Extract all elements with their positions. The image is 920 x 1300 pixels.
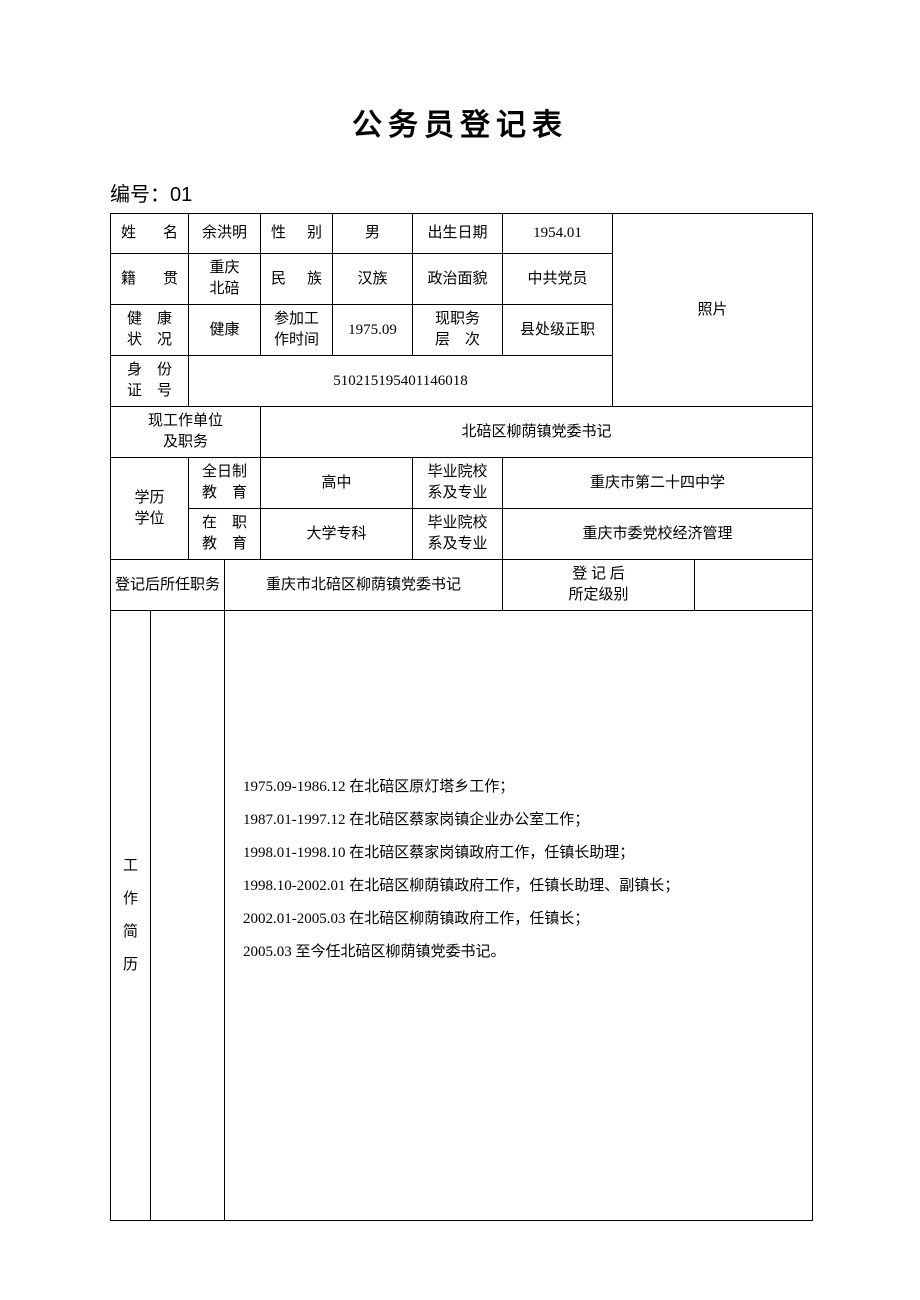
value-fulltime-school: 重庆市第二十四中学	[503, 458, 813, 509]
value-gender: 男	[333, 214, 413, 254]
label-fulltime: 全日制教 育	[189, 458, 261, 509]
serial-line: 编号：01	[110, 178, 810, 207]
value-name: 余洪明	[189, 214, 261, 254]
value-ethnic: 汉族	[333, 254, 413, 305]
label-work-start: 参加工作时间	[261, 305, 333, 356]
value-position-level: 县处级正职	[503, 305, 613, 356]
registration-table: 姓 名 余洪明 性 别 男 出生日期 1954.01 照片 籍 贯 重庆北碚 民…	[110, 213, 813, 1221]
label-ethnic: 民 族	[261, 254, 333, 305]
label-origin: 籍 贯	[111, 254, 189, 305]
value-onjob-edu: 大学专科	[261, 509, 413, 560]
value-dob: 1954.01	[503, 214, 613, 254]
serial-prefix: 编号：	[110, 184, 170, 206]
value-post-reg-position: 重庆市北碚区柳荫镇党委书记	[225, 560, 503, 611]
value-political: 中共党员	[503, 254, 613, 305]
label-education: 学历学位	[111, 458, 189, 560]
label-post-reg-position: 登记后所任职务	[111, 560, 225, 611]
label-health: 健 康状 况	[111, 305, 189, 356]
label-political: 政治面貌	[413, 254, 503, 305]
page-container: 公务员登记表 编号：01 姓 名 余洪明 性 别 男 出生日期 1954.01 …	[0, 0, 920, 1261]
form-title: 公务员登记表	[110, 100, 810, 144]
label-dob: 出生日期	[413, 214, 503, 254]
value-fulltime-edu: 高中	[261, 458, 413, 509]
serial-number: 01	[170, 184, 192, 206]
resume-content: 1975.09-1986.12 在北碚区原灯塔乡工作；1987.01-1997.…	[225, 611, 813, 1221]
value-onjob-school: 重庆市委党校经济管理	[503, 509, 813, 560]
label-workplace: 现工作单位及职务	[111, 407, 261, 458]
label-resume: 工作简历	[111, 611, 151, 1221]
label-gender: 性 别	[261, 214, 333, 254]
resume-spacer	[151, 611, 225, 1221]
label-onjob: 在 职教 育	[189, 509, 261, 560]
value-post-reg-grade	[695, 560, 813, 611]
value-origin: 重庆北碚	[189, 254, 261, 305]
label-post-reg-grade: 登 记 后所定级别	[503, 560, 695, 611]
value-id-no: 510215195401146018	[189, 356, 613, 407]
label-name: 姓 名	[111, 214, 189, 254]
value-health: 健康	[189, 305, 261, 356]
value-work-start: 1975.09	[333, 305, 413, 356]
value-workplace: 北碚区柳荫镇党委书记	[261, 407, 813, 458]
label-id-no: 身 份证 号	[111, 356, 189, 407]
label-position-level: 现职务层 次	[413, 305, 503, 356]
photo-cell: 照片	[613, 214, 813, 407]
label-grad-school-2: 毕业院校系及专业	[413, 509, 503, 560]
label-grad-school-1: 毕业院校系及专业	[413, 458, 503, 509]
